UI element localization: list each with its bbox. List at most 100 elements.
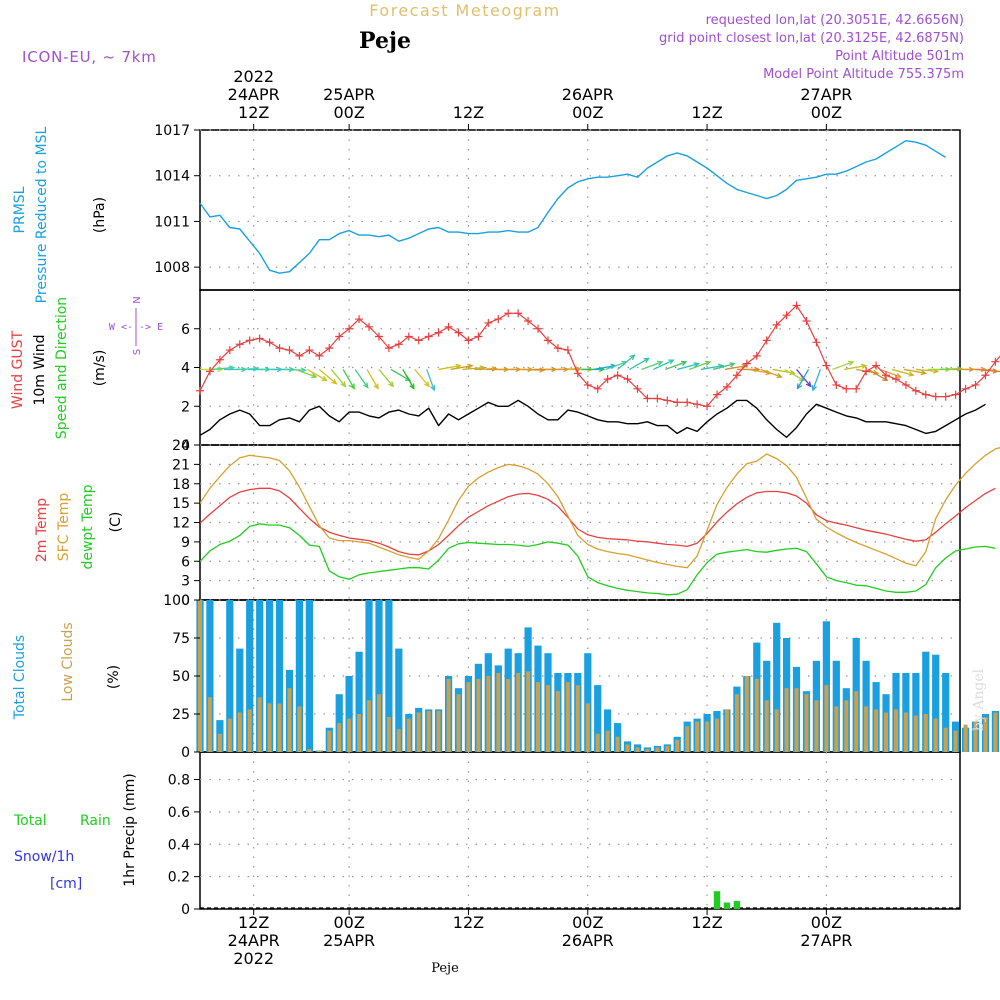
low-cloud-bar [406, 718, 411, 752]
wind-label-unit: (m/s) [92, 350, 108, 387]
gust-marker [891, 375, 900, 384]
ytick-label-clouds: 0 [181, 745, 190, 761]
gust-marker [981, 371, 990, 380]
ytick-label-temperature: 6 [181, 554, 190, 570]
gust-marker [454, 328, 463, 337]
pressure-label-prmsl: PRMSL [12, 186, 28, 233]
gust-marker [543, 336, 552, 345]
total-cloud-bar [385, 600, 393, 752]
gust-marker [444, 322, 453, 331]
wind-arrow [867, 368, 888, 382]
wind-arrow-head [363, 382, 369, 389]
wind-label-10m: 10m Wind [32, 334, 48, 405]
low-cloud-bar [227, 718, 232, 752]
wind-arrow-head [629, 354, 636, 361]
gust-marker [295, 351, 304, 360]
total-cloud-bar [246, 600, 254, 752]
bottom-time-label: 00Z [811, 913, 842, 932]
precip-label-snow: Snow/1h [14, 849, 74, 865]
low-cloud-bar [874, 709, 879, 752]
low-cloud-bar [287, 688, 292, 752]
wind-arrow-head [776, 372, 783, 379]
low-cloud-bar [635, 747, 640, 752]
gust-marker [474, 332, 483, 341]
wind-arrow-head [680, 360, 688, 366]
low-cloud-bar [903, 712, 908, 752]
low-cloud-bar [456, 694, 461, 752]
low-cloud-bar [665, 745, 670, 752]
wind-arrow [748, 368, 771, 374]
wind-arrow [330, 369, 346, 387]
ytick-label-temperature: 24 [172, 438, 190, 454]
gust-marker [623, 375, 632, 384]
ytick-label-precip: 0 [181, 902, 190, 918]
ytick-label-pressure: 1008 [154, 260, 190, 276]
wind-arrow-head [895, 372, 903, 379]
wind-arrow [414, 369, 430, 387]
total-cloud-bar [295, 600, 303, 752]
gust-marker [931, 392, 940, 401]
low-cloud-bar [744, 676, 749, 752]
low-cloud-bar [585, 703, 590, 752]
bottom-time-label: 12Z [691, 913, 722, 932]
pressure-line [199, 139, 947, 274]
gust-marker [205, 367, 214, 376]
gust-marker [762, 336, 771, 345]
clouds-label-unit: (%) [106, 665, 122, 689]
wind-arrow [629, 357, 649, 371]
low-cloud-bar [884, 712, 888, 752]
wind-arrow [832, 361, 854, 371]
wind-arrow-head [643, 357, 650, 363]
chart-title: Forecast Meteogram [369, 1, 560, 20]
wind-arrow-head [430, 385, 436, 392]
wind-arrow [593, 364, 616, 371]
wind-arrow-head [331, 378, 338, 385]
panel-precip-frame [199, 751, 961, 910]
gust-marker [365, 322, 374, 331]
wind-arrow [987, 368, 1000, 373]
wind-arrow-head [956, 366, 964, 372]
precip-label-rain: Rain [80, 813, 111, 829]
gust-marker [872, 361, 881, 370]
rain-bar [713, 891, 721, 909]
gust-marker [852, 384, 861, 393]
top-time-label: 12Z [238, 103, 269, 122]
gust-marker [275, 344, 284, 353]
gust-marker [404, 332, 413, 341]
wind-arrow [677, 363, 699, 371]
sfc-temp-line [199, 447, 1000, 569]
low-cloud-bar [695, 721, 700, 752]
compass-north: N [132, 296, 143, 303]
gust-marker [464, 336, 473, 345]
precip-label-total: Total [13, 813, 47, 829]
low-cloud-bar [317, 750, 322, 752]
ytick-label-wind: 6 [181, 322, 190, 338]
low-cloud-bar [396, 729, 401, 752]
low-cloud-bar [913, 715, 918, 752]
gust-marker [732, 371, 741, 380]
bottom-time-label: 27APR [800, 931, 852, 950]
data-marks [196, 139, 1000, 909]
ytick-label-clouds: 75 [172, 631, 190, 647]
ytick-label-wind: 2 [181, 399, 190, 415]
gust-marker [633, 384, 642, 393]
gust-marker [832, 380, 841, 389]
gust-marker [991, 357, 1000, 366]
ytick-label-temperature: 15 [172, 496, 190, 512]
low-cloud-bar [605, 730, 610, 752]
wind-arrow [366, 369, 379, 389]
temp-label-2m: 2m Temp [34, 498, 50, 562]
ytick-label-pressure: 1011 [154, 214, 190, 230]
low-cloud-bar [555, 691, 560, 752]
bottom-time-label: 2022 [233, 949, 274, 968]
wind-arrow-head [693, 362, 700, 368]
ytick-label-pressure: 1017 [154, 123, 190, 139]
gust-marker [802, 317, 811, 325]
low-cloud-bar [426, 711, 431, 752]
clouds-label-low: Low Clouds [60, 622, 76, 701]
bottom-time-label: 26APR [562, 931, 614, 950]
wind-arrow-head [882, 375, 889, 382]
top-time-label: 00Z [572, 103, 603, 122]
